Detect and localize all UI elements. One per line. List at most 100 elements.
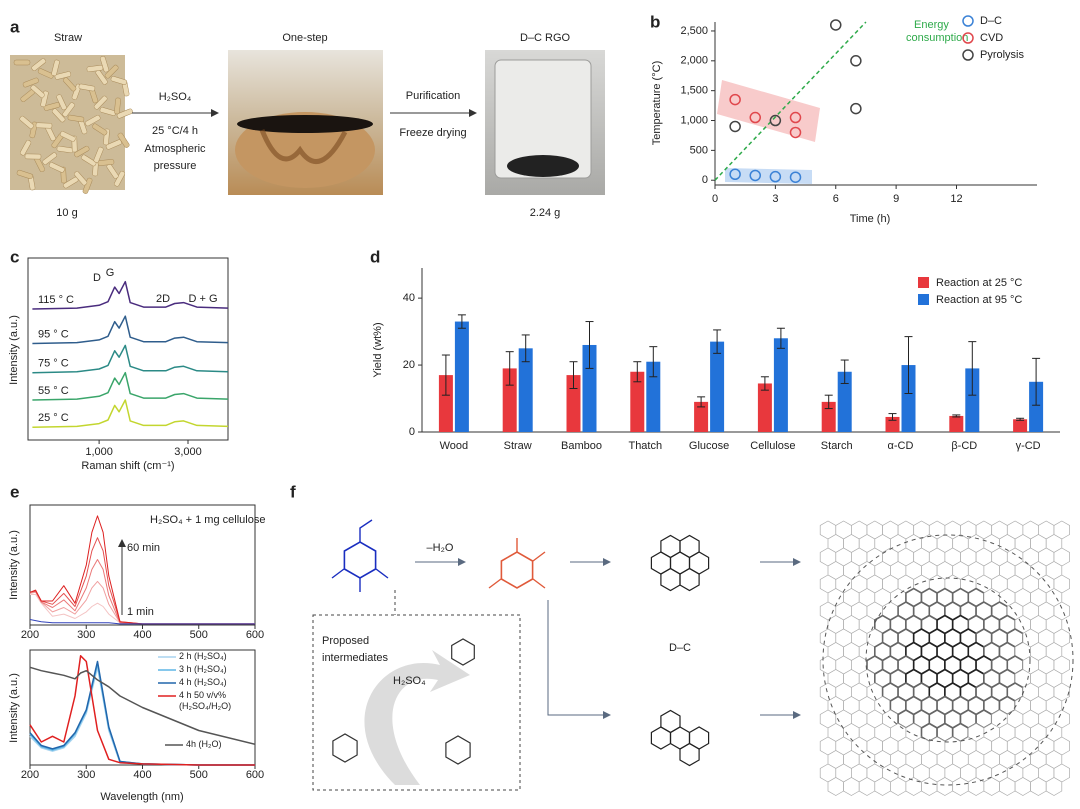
straw-piece [93,146,104,163]
x-tick-label: 200 [21,629,39,641]
panel-label: f [290,482,296,501]
error-bar [521,334,530,363]
x-axis-label: Raman shift (cm⁻¹) [81,460,174,472]
bar [821,401,836,432]
straw-piece [51,108,66,123]
straw-piece [92,123,108,136]
annotation: H₂SO₄ + 1 mg cellulose [150,514,265,526]
straw-piece [59,131,76,142]
box-title: intermediates [322,652,389,664]
point [850,102,862,115]
point [789,126,802,139]
y-tick-label: 2,000 [680,55,708,67]
x-tick-label: γ-CD [1016,440,1041,452]
straw-piece [48,162,65,173]
error-bar [505,351,514,386]
intermediates-box [312,614,521,791]
error-bar [888,413,897,421]
panel-label: a [10,17,20,36]
spectrum-line [29,663,255,766]
bar [757,383,772,432]
mass: 2.24 g [530,207,561,219]
x-tick-label: 3 [772,193,778,205]
stage-name: D–C RGO [520,32,571,44]
box-title: Proposed [322,635,369,647]
legend-marker [962,32,974,44]
jar [494,59,592,179]
bar [566,375,581,432]
straw-piece [37,68,54,79]
dashed-circle [865,577,1031,743]
bar [630,371,645,432]
legend-label: D–C [980,15,1002,27]
x-tick-label: 1,000 [85,446,113,458]
product-label: D–C [669,642,691,654]
aromatic-ring [679,742,700,767]
intermediate-ring [451,638,475,666]
x-tick-label: 400 [133,769,151,781]
x-tick-label: 3,000 [174,446,202,458]
cvd-band [717,80,820,142]
bar [949,415,964,432]
annotation: D [93,272,101,284]
glucose-ring [343,541,377,579]
y-tick-label: 2,500 [680,25,708,37]
x-tick-label: 300 [77,769,95,781]
straw-piece [78,83,96,92]
straw-piece [93,95,108,110]
y-tick-label: 0 [702,174,708,186]
curve-label: 75 ° C [38,358,69,370]
x-tick-label: 600 [246,769,264,781]
x-axis-label: Wavelength (nm) [100,791,183,803]
intermediate-ring [445,735,471,765]
spectrum-line [32,344,229,374]
point [789,171,802,183]
y-axis-label: Temperature (°C) [651,61,663,145]
annotation: G [106,267,115,279]
bar [965,368,980,432]
dc-band [725,168,812,184]
point [729,93,741,106]
annotation: 1 min [127,606,154,618]
legend-marker [962,49,974,61]
error-bar [952,414,961,418]
error-bar [760,376,769,391]
spectrum-line [29,666,255,766]
annotation: 2D [156,293,170,305]
point [850,55,862,67]
straw-piece [24,153,42,160]
straw-piece [31,58,46,71]
legend-swatch [918,294,929,305]
legend-label: Reaction at 25 °C [936,277,1022,289]
x-tick-label: Starch [821,440,853,452]
x-tick-label: Bamboo [561,440,602,452]
aromatic-ring [660,534,681,559]
error-bar [457,314,466,329]
spectrum-line [29,515,255,625]
x-tick-label: Cellulose [750,440,795,452]
straw-piece [40,90,49,108]
x-axis-label: Time (h) [850,213,891,225]
reagent: H₂SO₄ [159,91,192,103]
straw-piece [35,122,53,129]
x-tick-label: Glucose [689,440,729,452]
mass: 10 g [56,207,77,219]
error-bar [968,341,977,396]
bar [837,371,852,432]
plot-frame [27,257,229,441]
x-tick-label: 500 [190,629,208,641]
bar [710,341,725,432]
bar [454,321,469,432]
spectrum-line [29,619,255,625]
straw-piece [85,114,101,127]
bar [438,375,453,432]
spectrum-line [29,666,256,746]
straw-piece [16,169,33,180]
error-bar [633,361,642,383]
error-bar [904,336,913,395]
straw-piece [67,114,85,123]
straw-piece [56,94,67,111]
reaction-label: –H₂O [427,542,454,554]
